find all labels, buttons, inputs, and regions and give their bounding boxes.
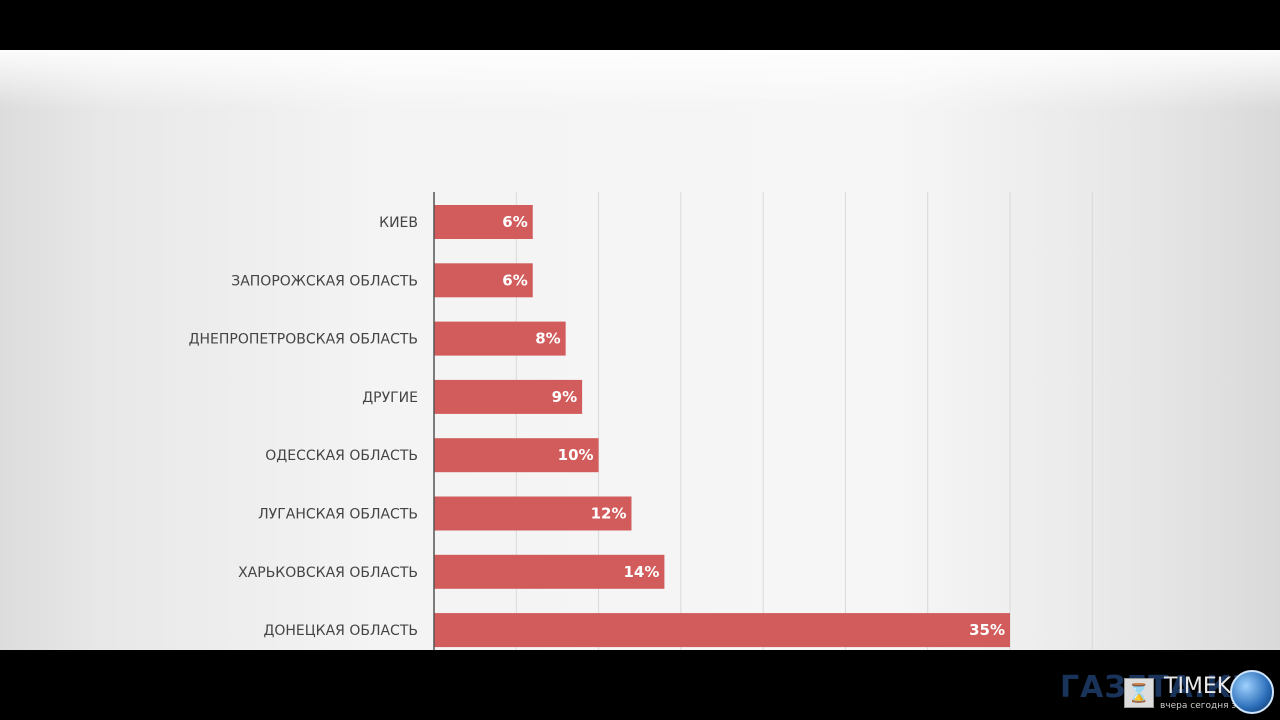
- bar-value-label: 9%: [552, 388, 577, 406]
- category-label: ДНЕПРОПЕТРОВСКАЯ ОБЛАСТЬ: [189, 332, 418, 348]
- bar: [434, 379, 583, 414]
- video-top-letterbox: [0, 0, 1280, 50]
- bar: [434, 438, 599, 473]
- bar-value-label: 14%: [623, 563, 659, 581]
- bar-value-label: 6%: [502, 271, 527, 289]
- chart-slide: 6% КИЕВ 6% ЗАПОРОЖСКАЯ ОБЛАСТЬ 8% ДНЕПРОПЕТРО…: [0, 50, 1280, 650]
- category-label: ЗАПОРОЖСКАЯ ОБЛАСТЬ: [231, 273, 418, 289]
- bar-value-label: 12%: [591, 505, 627, 523]
- bar: [434, 263, 533, 298]
- globe-icon: [1230, 670, 1274, 714]
- category-label: ХАРЬКОВСКАЯ ОБЛАСТЬ: [238, 565, 418, 581]
- bar: [434, 205, 533, 239]
- brand-tagline: вчера сегодня завтра: [1160, 701, 1264, 711]
- category-label: ОДЕССКАЯ ОБЛАСТЬ: [265, 448, 418, 464]
- watermark-text: ГАЗЕТА.КЕ: [1060, 670, 1254, 705]
- bar-value-label: 35%: [969, 621, 1005, 639]
- bar: [434, 321, 566, 356]
- brand-name: TIMEK: [1164, 674, 1232, 699]
- channel-watermark: ГАЗЕТА.КЕ ⌛ TIMEK вчера сегодня завтра: [1060, 668, 1275, 714]
- bar-value-label: 10%: [558, 446, 594, 464]
- category-label: ДРУГИЕ: [362, 390, 418, 406]
- bar: [434, 496, 632, 531]
- hourglass-icon: ⌛: [1124, 678, 1154, 708]
- bar: [434, 554, 665, 589]
- bar-value-label: 6%: [502, 213, 527, 231]
- video-bottom-letterbox: [0, 650, 1280, 720]
- bar: [434, 613, 1010, 648]
- category-label: ЛУГАНСКАЯ ОБЛАСТЬ: [258, 507, 418, 523]
- bar-value-label: 8%: [535, 330, 560, 348]
- category-label: КИЕВ: [379, 215, 418, 231]
- bar-chart: 6% КИЕВ 6% ЗАПОРОЖСКАЯ ОБЛАСТЬ 8% ДНЕПРОПЕТРО…: [189, 192, 1093, 650]
- category-label: ДОНЕЦКАЯ ОБЛАСТЬ: [263, 623, 418, 639]
